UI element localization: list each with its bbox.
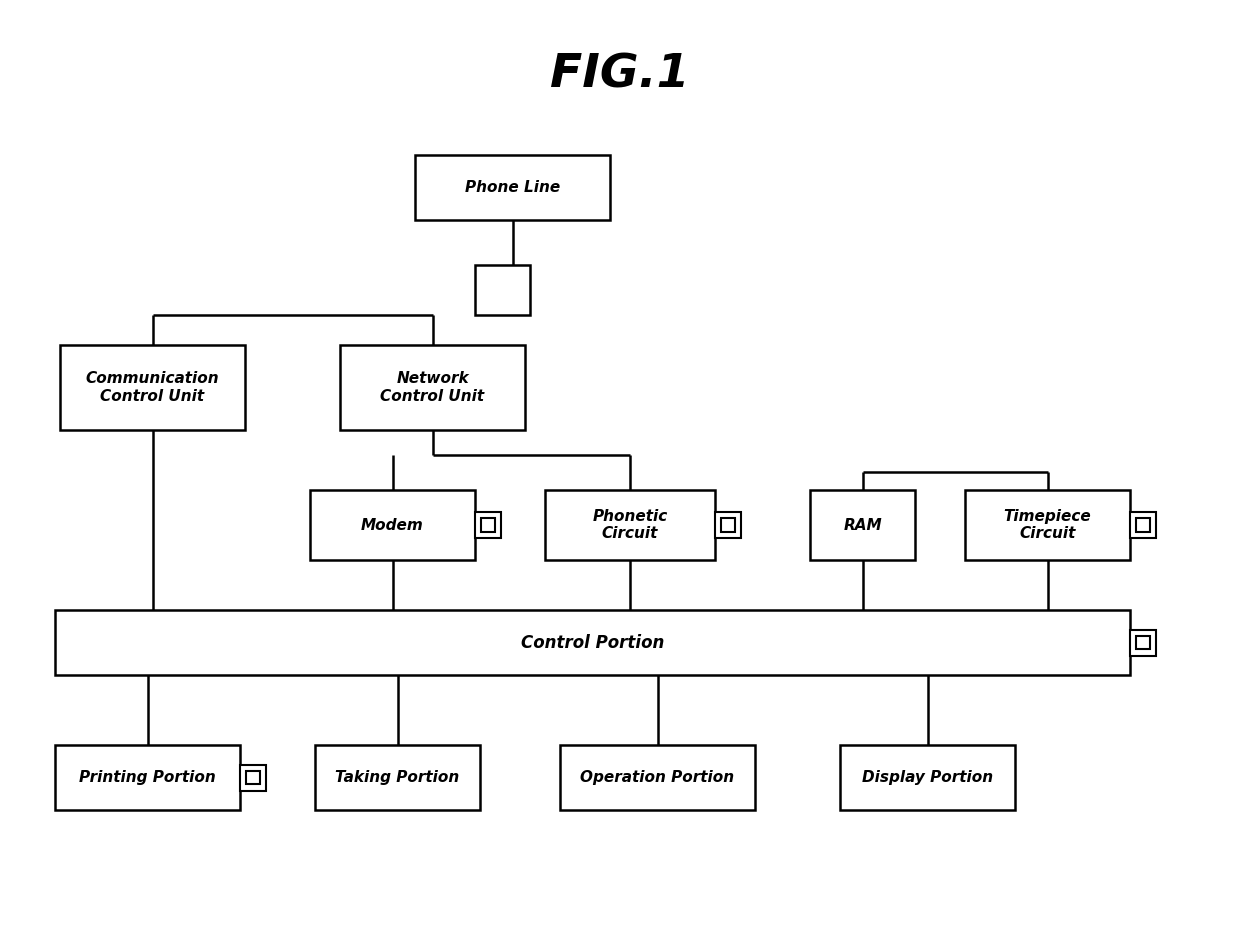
Text: Network
Control Unit: Network Control Unit <box>381 371 485 404</box>
Bar <box>1136 635 1149 649</box>
Bar <box>241 764 267 790</box>
Bar <box>1130 630 1156 656</box>
Bar <box>55 745 241 810</box>
Bar <box>839 745 1016 810</box>
Bar <box>715 512 742 538</box>
Text: Control Portion: Control Portion <box>521 634 665 651</box>
Bar <box>481 518 495 532</box>
Bar <box>1136 518 1149 532</box>
Text: Timepiece
Circuit: Timepiece Circuit <box>1003 508 1091 541</box>
Text: Communication
Control Unit: Communication Control Unit <box>86 371 219 404</box>
Bar <box>340 345 525 430</box>
Bar <box>722 518 735 532</box>
Bar <box>1130 512 1156 538</box>
Text: Taking Portion: Taking Portion <box>335 770 460 785</box>
Text: Display Portion: Display Portion <box>862 770 993 785</box>
Bar <box>310 490 475 560</box>
Bar <box>247 771 259 785</box>
Bar <box>415 155 610 220</box>
Text: RAM: RAM <box>843 518 882 533</box>
Text: Phone Line: Phone Line <box>465 180 560 195</box>
Bar <box>560 745 755 810</box>
Text: Modem: Modem <box>361 518 424 533</box>
Bar <box>965 490 1130 560</box>
Text: Phonetic
Circuit: Phonetic Circuit <box>593 508 667 541</box>
Text: Printing Portion: Printing Portion <box>79 770 216 785</box>
Bar <box>55 610 1130 675</box>
Text: Operation Portion: Operation Portion <box>580 770 734 785</box>
Bar <box>810 490 915 560</box>
Text: FIG.1: FIG.1 <box>551 52 689 98</box>
Bar <box>546 490 715 560</box>
Bar <box>315 745 480 810</box>
Bar <box>475 512 501 538</box>
Bar <box>475 265 529 315</box>
Bar <box>60 345 246 430</box>
